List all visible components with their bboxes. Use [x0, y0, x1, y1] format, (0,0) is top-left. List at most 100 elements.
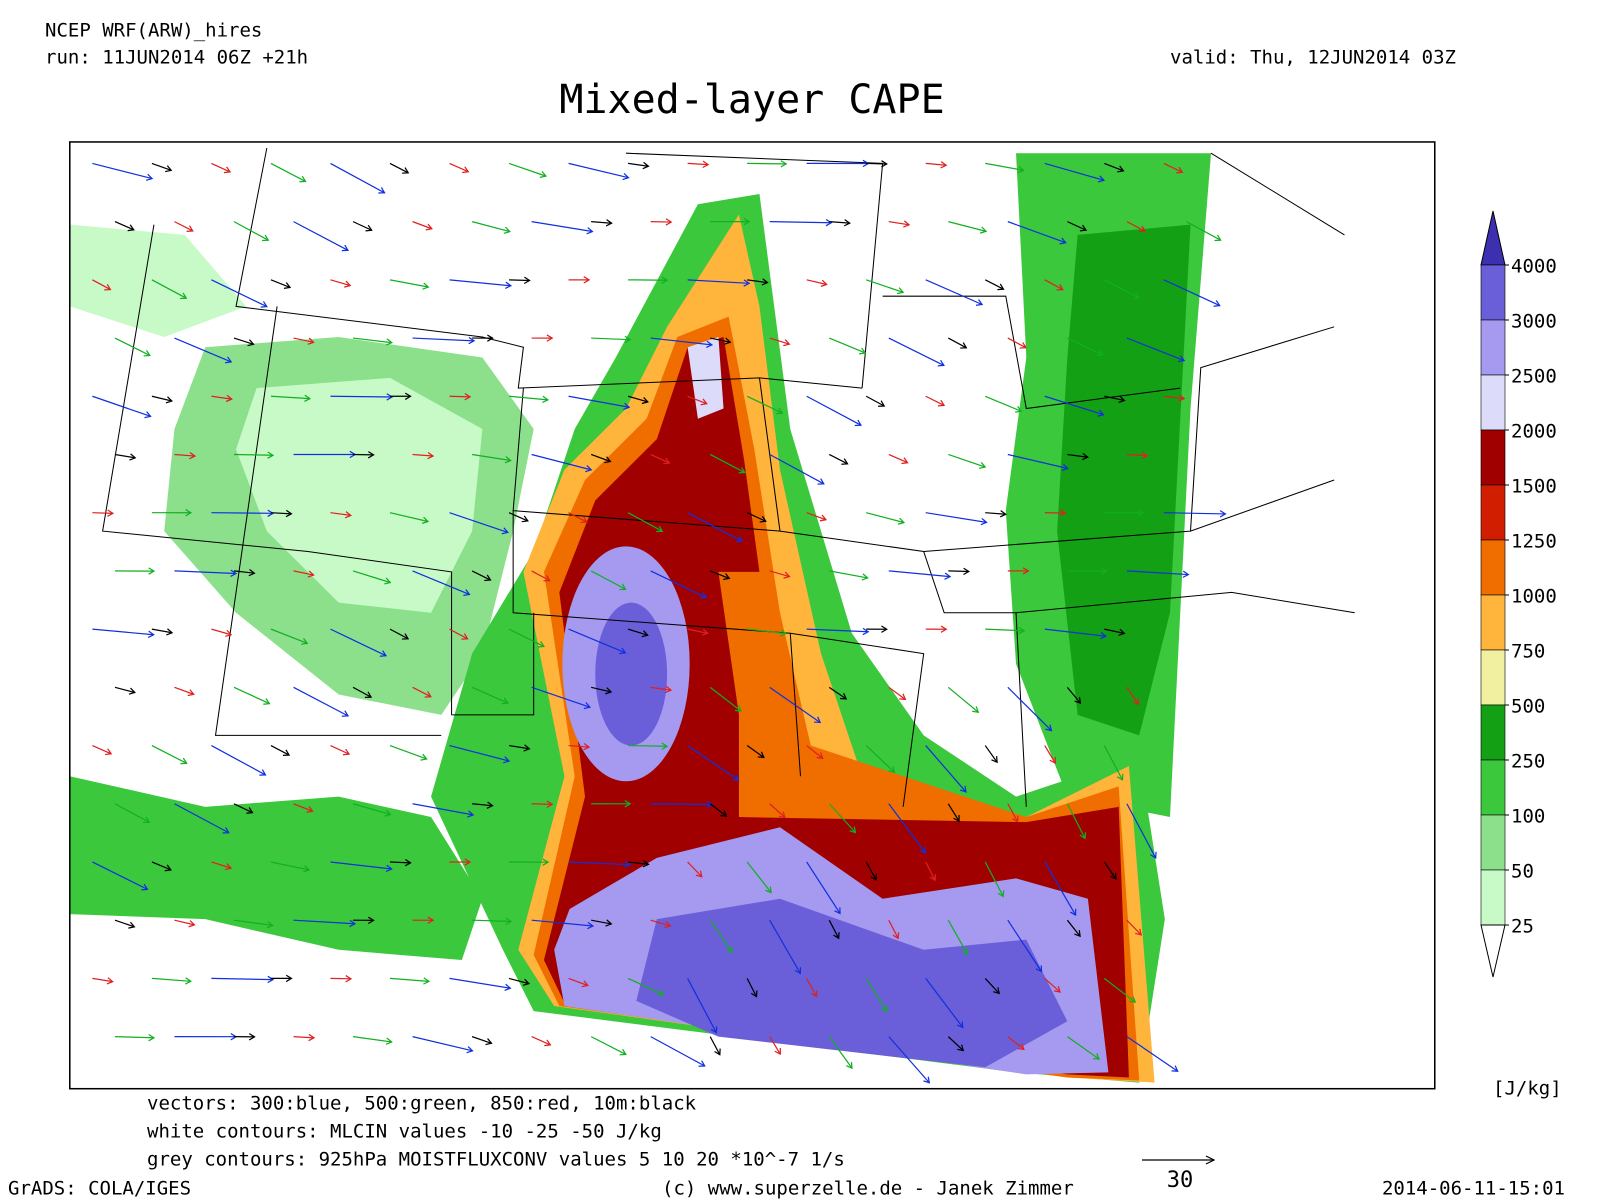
wind-vector [531, 221, 593, 233]
wind-vector [687, 279, 750, 284]
wind-arrowhead [759, 515, 767, 523]
wind-arrowhead [664, 920, 672, 929]
wind-arrowhead [980, 517, 988, 526]
wind-vector [628, 744, 668, 747]
cape-area [1057, 224, 1191, 736]
note: vectors: 300:blue, 500:green, 850:red, 1… [147, 1093, 697, 1115]
wind-arrowhead [107, 509, 115, 517]
wind-arrowhead [619, 647, 627, 655]
wind-vector [985, 628, 1025, 632]
wind-vector [92, 395, 151, 417]
wind-vector [531, 919, 593, 927]
wind-arrowhead [1118, 395, 1126, 404]
footer-right: 2014-06-11-15:01 [1382, 1178, 1565, 1200]
wind-arrowhead [580, 516, 588, 524]
wind-vector [948, 337, 967, 349]
wind-arrowhead [1059, 509, 1067, 517]
wind-vector [1126, 337, 1185, 362]
wind-vector [352, 570, 391, 584]
wind-vector [1044, 395, 1104, 416]
wind-vector [270, 395, 310, 400]
wind-arrowhead [605, 919, 613, 927]
colorbar-label: 2500 [1511, 366, 1557, 388]
wind-vector [449, 977, 511, 989]
wind-arrowhead [881, 625, 888, 633]
wind-arrowhead [546, 800, 554, 808]
note: grey contours: 925hPa MOISTFLUXCONV valu… [147, 1149, 845, 1171]
wind-arrowhead [225, 394, 233, 403]
wind-arrowhead [1079, 224, 1088, 232]
map-title: Mixed-layer CAPE [559, 77, 944, 123]
wind-vector [352, 337, 392, 344]
wind-vector [1067, 221, 1087, 231]
wind-vector [211, 162, 231, 173]
wind-arrowhead [384, 809, 392, 817]
wind-arrowhead [583, 702, 592, 710]
colorbar-label: 1000 [1511, 586, 1557, 608]
wind-vector [865, 861, 877, 881]
colorbar-triangle [1480, 210, 1506, 266]
wind-arrowhead [1035, 965, 1043, 973]
wind-arrowhead [466, 1046, 474, 1054]
wind-vector [948, 570, 969, 573]
wind-vector [389, 977, 429, 982]
footer-center: (c) www.superzelle.de - Janek Zimmer [662, 1178, 1074, 1200]
wind-vector [449, 162, 469, 173]
wind-vector [472, 919, 512, 923]
wind-vector [568, 162, 629, 179]
wind-vector [151, 279, 187, 299]
wind-vector [233, 803, 253, 814]
wind-arrowhead [246, 807, 254, 814]
wind-vector [650, 919, 671, 927]
wind-arrowhead [940, 625, 948, 633]
wind-arrowhead [813, 716, 822, 724]
wind-vector [806, 861, 841, 914]
wind-vector [747, 279, 768, 284]
wind-vector [412, 337, 475, 342]
wind-arrowhead [539, 171, 548, 178]
wind-arrowhead [896, 287, 905, 295]
wind-arrowhead [143, 816, 151, 824]
wind-vector [806, 745, 824, 759]
colorbar-label: 250 [1511, 751, 1545, 773]
wind-vector [330, 162, 385, 194]
wind-vector [508, 395, 548, 401]
wind-vector [174, 686, 194, 695]
wind-vector [449, 628, 468, 640]
wind-arrowhead [820, 279, 828, 287]
wind-vector [650, 337, 712, 346]
wind-arrowhead [267, 975, 275, 984]
wind-arrowhead [188, 920, 196, 928]
wind-vector [1066, 686, 1081, 704]
wind-arrowhead [979, 226, 988, 234]
wind-vector [1044, 162, 1105, 181]
wind-arrowhead [937, 359, 945, 367]
wind-arrowhead [484, 574, 492, 582]
wind-arrowhead [1049, 756, 1056, 765]
colorbar-label: 1250 [1511, 531, 1557, 553]
wind-arrowhead [1022, 567, 1030, 575]
wind-vector [1066, 803, 1086, 839]
wind-vector [151, 861, 172, 871]
wind-vector [151, 162, 172, 171]
wind-arrowhead [743, 217, 751, 226]
wind-arrowhead [543, 575, 551, 582]
wind-vector [806, 279, 827, 286]
wind-arrowhead [1132, 292, 1140, 299]
wind-vector [211, 977, 273, 981]
wind-vector [509, 279, 530, 282]
wind-arrowhead [1081, 452, 1089, 461]
wind-vector [151, 395, 172, 402]
wind-vector [151, 628, 173, 634]
wind-vector [472, 803, 493, 807]
wind-vector [866, 512, 905, 524]
cape-area [595, 602, 668, 746]
wind-arrowhead [661, 276, 669, 284]
wind-arrowhead [581, 980, 589, 988]
wind-arrowhead [735, 535, 744, 543]
wind-arrowhead [379, 650, 388, 657]
wind-arrowhead [780, 629, 788, 637]
wind-vector [270, 279, 291, 288]
wind-vector [828, 1036, 853, 1069]
wind-arrowhead [604, 456, 612, 464]
